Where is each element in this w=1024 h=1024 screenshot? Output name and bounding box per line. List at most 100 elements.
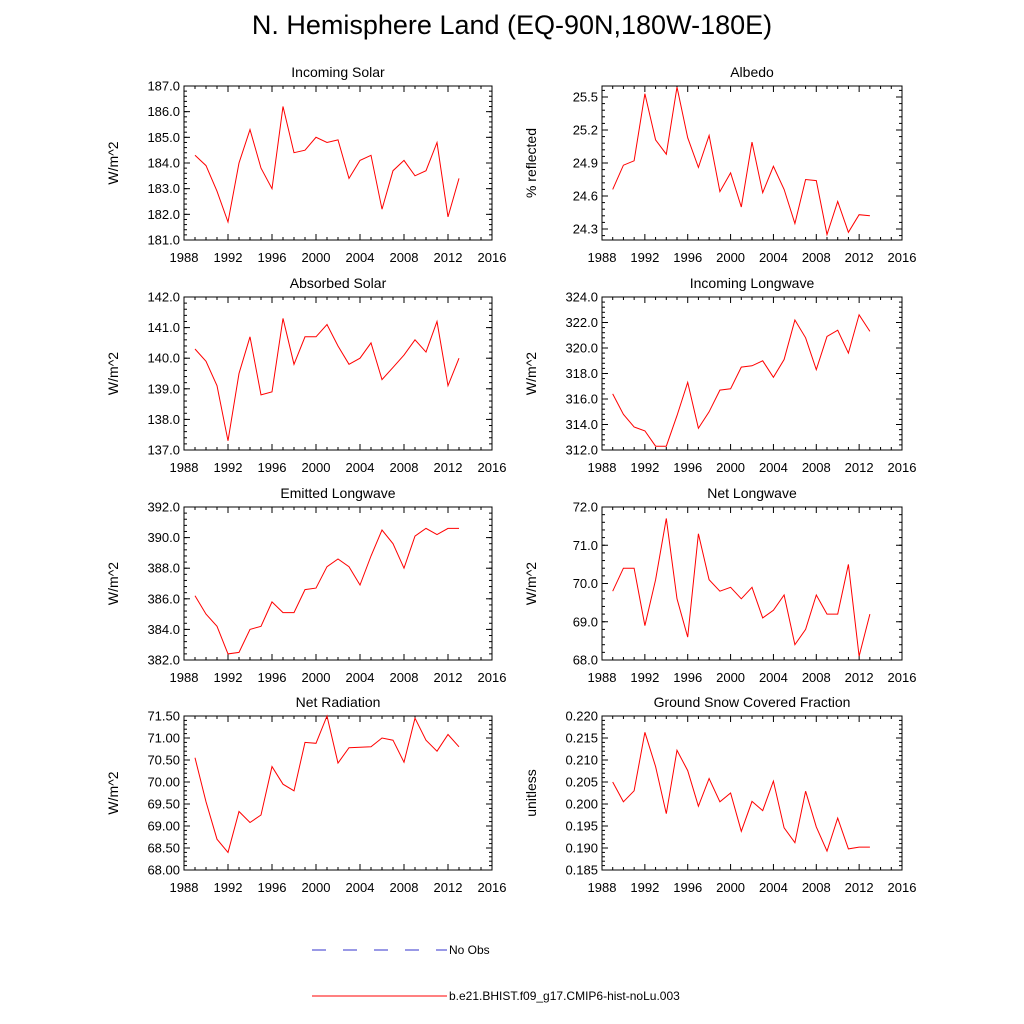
y-tick-label: 70.00 <box>147 775 180 790</box>
y-tick-label: 24.9 <box>573 156 598 171</box>
y-tick-label: 318.0 <box>565 366 598 381</box>
x-tick-label: 2008 <box>390 460 419 475</box>
y-tick-label: 181.0 <box>147 233 180 248</box>
series-line <box>194 527 459 655</box>
y-tick-label: 138.0 <box>147 412 180 427</box>
y-tick-label: 142.0 <box>147 290 180 305</box>
y-tick-label: 314.0 <box>565 417 598 432</box>
x-tick-label: 1992 <box>214 670 243 685</box>
x-tick-label: 2004 <box>346 880 375 895</box>
x-tick-label: 2004 <box>346 250 375 265</box>
y-tick-label: 390.0 <box>147 530 180 545</box>
panel-title: Net Longwave <box>707 485 797 501</box>
series-line <box>194 714 460 854</box>
x-tick-label: 2016 <box>478 250 507 265</box>
y-tick-label: 25.2 <box>573 123 598 138</box>
y-tick-label: 183.0 <box>147 181 180 196</box>
x-tick-label: 2000 <box>716 250 745 265</box>
x-tick-label: 2012 <box>845 460 874 475</box>
y-tick-label: 140.0 <box>147 351 180 366</box>
y-tick-label: 70.50 <box>147 753 180 768</box>
x-tick-label: 1992 <box>214 250 243 265</box>
y-tick-label: 68.0 <box>573 653 598 668</box>
y-tick-label: 392.0 <box>147 500 180 515</box>
y-tick-label: 24.6 <box>573 189 598 204</box>
y-tick-label: 68.50 <box>147 841 180 856</box>
x-tick-label: 1996 <box>673 250 702 265</box>
x-tick-label: 2004 <box>759 670 788 685</box>
series-line <box>612 313 871 447</box>
plot-frame <box>601 85 903 241</box>
y-tick-label: 320.0 <box>565 341 598 356</box>
x-tick-label: 1988 <box>588 460 617 475</box>
y-tick-label: 312.0 <box>565 443 598 458</box>
x-tick-label: 1988 <box>170 880 199 895</box>
plot-frame <box>183 715 493 871</box>
y-tick-label: 384.0 <box>147 622 180 637</box>
y-tick-label: 0.205 <box>565 775 598 790</box>
x-tick-label: 2008 <box>390 670 419 685</box>
y-tick-label: 186.0 <box>147 104 180 119</box>
x-tick-label: 2012 <box>845 670 874 685</box>
x-tick-label: 2004 <box>759 250 788 265</box>
x-tick-label: 2004 <box>759 880 788 895</box>
x-tick-label: 2012 <box>434 880 463 895</box>
y-axis-label: W/m^2 <box>105 771 121 814</box>
x-tick-label: 2016 <box>478 880 507 895</box>
x-tick-label: 1988 <box>170 250 199 265</box>
x-tick-label: 1992 <box>630 460 659 475</box>
y-tick-label: 322.0 <box>565 315 598 330</box>
x-tick-label: 2000 <box>302 250 331 265</box>
x-tick-label: 2008 <box>390 880 419 895</box>
x-tick-label: 1992 <box>214 460 243 475</box>
y-axis-label: W/m^2 <box>105 352 121 395</box>
y-tick-label: 184.0 <box>147 156 180 171</box>
y-tick-label: 316.0 <box>565 392 598 407</box>
chart-panel: Net Radiation W/m^2 1988 1992 1996 2000 2004 20… <box>105 694 506 895</box>
panel-title: Absorbed Solar <box>290 275 387 291</box>
plot-frame <box>183 85 493 241</box>
x-tick-label: 2000 <box>716 670 745 685</box>
y-tick-label: 139.0 <box>147 381 180 396</box>
chart-panel: Ground Snow Covered Fraction unitless 1988… <box>523 694 916 895</box>
y-tick-label: 388.0 <box>147 561 180 576</box>
x-tick-label: 1988 <box>588 670 617 685</box>
x-tick-label: 1996 <box>673 880 702 895</box>
series-line <box>194 106 460 224</box>
legend-label-model: b.e21.BHIST.f09_g17.CMIP6-hist-noLu.003 <box>449 989 680 1003</box>
x-tick-label: 2016 <box>888 250 917 265</box>
legend: No Obs b.e21.BHIST.f09_g17.CMIP6-hist-noL… <box>312 943 680 1003</box>
x-tick-label: 2016 <box>888 880 917 895</box>
x-tick-label: 1996 <box>258 880 287 895</box>
x-tick-label: 2000 <box>302 880 331 895</box>
y-tick-label: 69.50 <box>147 797 180 812</box>
y-tick-label: 0.185 <box>565 863 598 878</box>
chart-panel: Incoming Solar W/m^2 1988 1992 1996 2000 2004 2… <box>105 64 506 265</box>
x-tick-label: 1996 <box>673 460 702 475</box>
y-axis-label: W/m^2 <box>523 562 539 605</box>
y-tick-label: 324.0 <box>565 290 598 305</box>
panel-title: Albedo <box>730 64 774 80</box>
chart-panel: Incoming Longwave W/m^2 1988 1992 1996 2000 20… <box>523 275 916 475</box>
x-tick-label: 2012 <box>434 250 463 265</box>
y-tick-label: 0.210 <box>565 753 598 768</box>
x-tick-label: 2008 <box>802 250 831 265</box>
x-tick-label: 2008 <box>802 670 831 685</box>
y-tick-label: 386.0 <box>147 591 180 606</box>
chart-panel: Net Longwave W/m^2 1988 1992 1996 2000 2004 200… <box>523 485 916 685</box>
x-tick-label: 1992 <box>214 880 243 895</box>
series-line <box>612 518 871 657</box>
x-tick-label: 2016 <box>478 670 507 685</box>
x-tick-label: 1988 <box>588 880 617 895</box>
y-tick-label: 141.0 <box>147 320 180 335</box>
x-tick-label: 2004 <box>759 460 788 475</box>
y-tick-label: 69.00 <box>147 819 180 834</box>
x-tick-label: 2000 <box>302 460 331 475</box>
x-tick-label: 1992 <box>630 880 659 895</box>
y-axis-label: % reflected <box>523 128 539 198</box>
x-tick-label: 2000 <box>716 460 745 475</box>
y-tick-label: 0.190 <box>565 841 598 856</box>
y-tick-label: 0.195 <box>565 819 598 834</box>
y-tick-label: 68.00 <box>147 863 180 878</box>
